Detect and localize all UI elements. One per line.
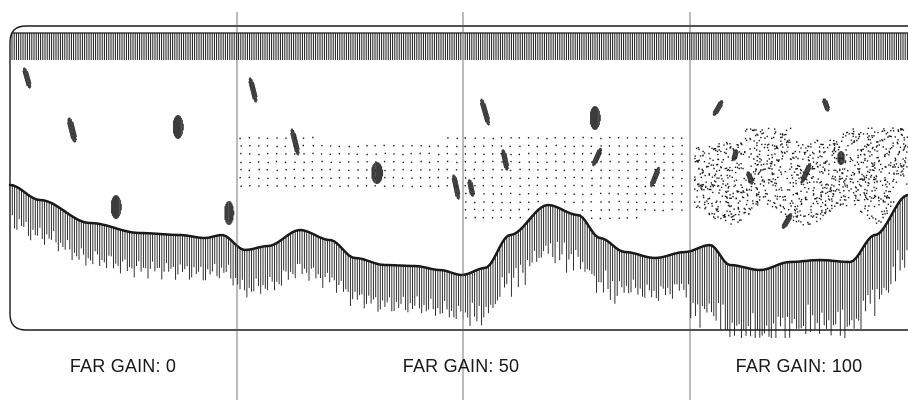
fish-echo [781,212,793,230]
clutter-dots [239,127,908,226]
fish-echo [731,149,739,161]
fish-echo [712,99,724,117]
fish-echo [500,149,510,171]
fish-echo [248,77,258,103]
fish-echo [590,106,601,130]
panel-2-caption: FAR GAIN: 100 [735,356,863,376]
fish-echo [111,195,122,219]
fish-echo [467,179,475,197]
panel-dividers [236,12,691,400]
fish-echo [479,98,491,126]
fish-echo [837,151,845,165]
fish-echo [173,115,184,139]
surface-band [11,32,908,60]
fish-echo [451,174,461,200]
seabed-echo [8,183,908,338]
display-frame [9,25,908,331]
fish-echo [745,171,755,185]
fish-echo [371,162,384,184]
fish-echo [591,147,603,167]
fish-echo [290,128,300,156]
fish-echoes [22,67,845,230]
fish-echo [224,201,235,225]
fish-echo [67,117,77,143]
panel-0-caption: FAR GAIN: 0 [69,356,177,376]
fish-echo [821,98,831,112]
fish-echo [22,67,32,89]
panel-1-caption: FAR GAIN: 50 [402,356,520,376]
